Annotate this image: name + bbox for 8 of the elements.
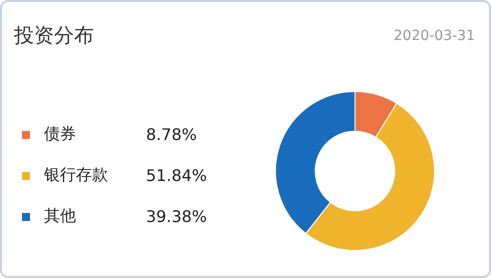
chart-subtitle: 2020-03-31 (394, 28, 475, 44)
legend-label: 银行存款 (44, 165, 109, 186)
data-label: 8.78% (146, 125, 197, 144)
data-label: 51.84% (146, 166, 208, 185)
legend-label: 债券 (44, 124, 77, 145)
legend-label: 其他 (44, 206, 77, 227)
data-label: 39.38% (146, 207, 208, 226)
chart-title: 投资分布 (14, 22, 94, 49)
